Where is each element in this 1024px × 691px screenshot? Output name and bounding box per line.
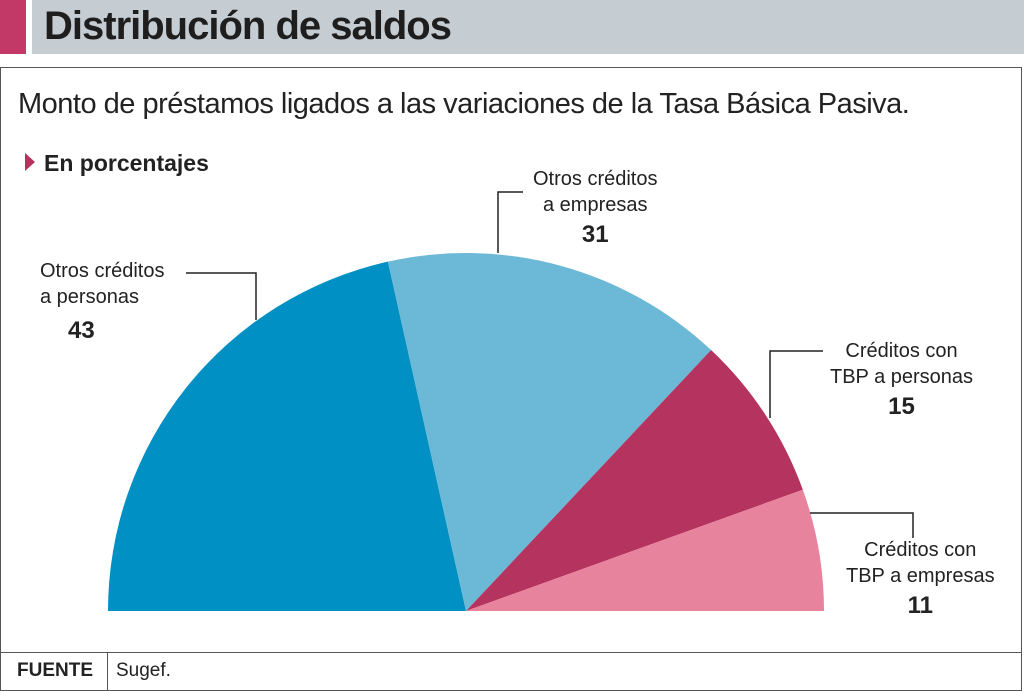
leader-line-2 [769,350,823,418]
leader-line-3 [810,512,914,538]
label-line2: TBP a empresas [846,565,995,587]
unit-label: En porcentajes [44,150,209,176]
leader-line-0 [186,272,257,320]
label-line1: Créditos con [864,539,977,561]
label-line1: Otros créditos [533,168,658,190]
leader-line-1 [497,191,523,253]
data-label: 43 [68,317,95,344]
slice-label-3: Créditos con TBP a empresas 11 [846,537,995,619]
page-title: Distribución de saldos [44,4,452,48]
pie-slice-1 [387,253,712,611]
label-line2: TBP a personas [830,366,974,388]
slice-label-2: Créditos con TBP a personas 15 [830,338,973,420]
title-bar [32,0,1024,54]
triangle-bullet-icon [25,153,35,171]
data-label: 31 [581,221,609,248]
label-line2: a personas [40,286,139,308]
data-label: 15 [888,393,915,420]
label-line1: Otros créditos [40,260,165,282]
source-divider [107,653,108,690]
slice-label-1: Otros créditos a empresas 31 [533,166,657,248]
pie-slice-0 [108,261,466,611]
source-label: FUENTE [17,660,93,681]
label-line1: Créditos con [845,340,958,362]
data-label: 11 [907,592,933,619]
slice-label-0: Otros créditos a personas 43 [40,258,164,344]
chart-subtitle: Monto de préstamos ligados a las variaci… [18,88,910,120]
source-value: Sugef. [116,660,171,681]
pie-slice-3 [466,489,824,611]
pie-slice-2 [466,350,803,611]
label-line2: a empresas [542,194,648,216]
title-accent [0,0,26,54]
footer-divider [0,652,1022,653]
